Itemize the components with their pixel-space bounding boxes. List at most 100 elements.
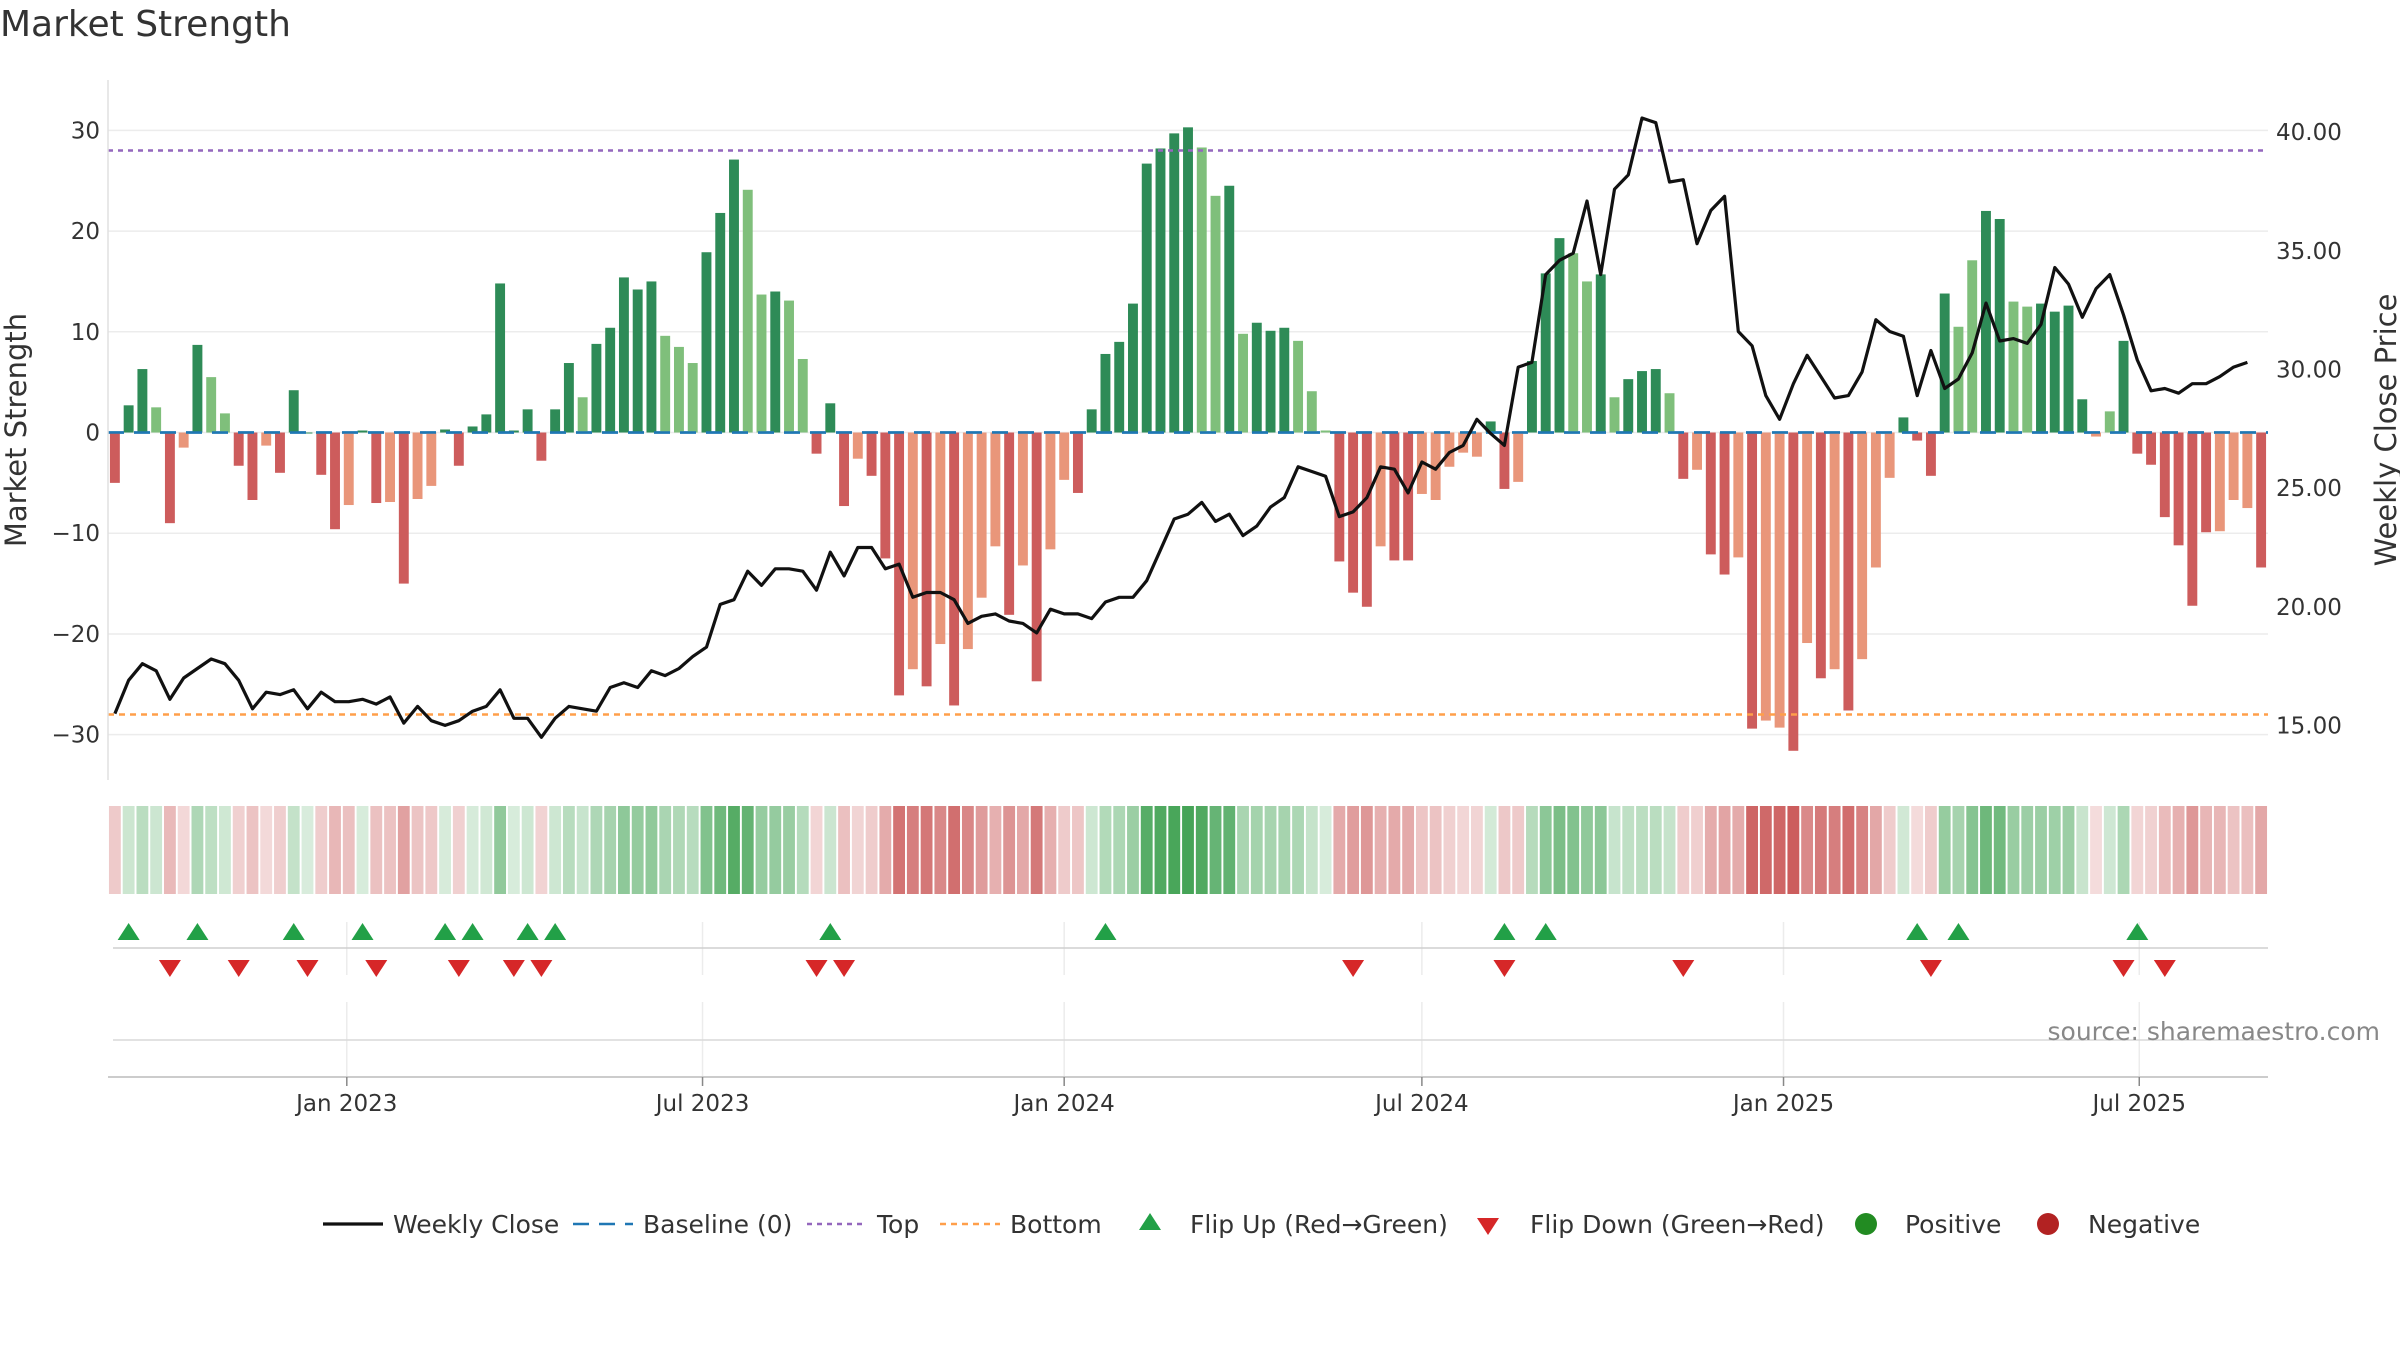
strength-heat-strip xyxy=(108,806,2268,894)
heat-cell xyxy=(1140,806,1153,894)
strength-bar xyxy=(453,432,464,466)
heat-cell xyxy=(108,806,121,894)
strength-bar xyxy=(1650,369,1661,433)
flip-down-marker xyxy=(365,960,388,977)
strength-bar xyxy=(1526,361,1537,433)
flip-down-marker xyxy=(2112,960,2135,977)
strength-bar xyxy=(1912,432,1923,441)
heat-cell xyxy=(1471,806,1483,894)
legend-item: Flip Up (Red→Green) xyxy=(1139,1210,1448,1239)
strength-bar xyxy=(1760,432,1771,721)
strength-bar xyxy=(2214,432,2225,532)
heat-cell xyxy=(494,806,507,894)
strength-bar xyxy=(1994,218,2005,433)
strength-bar xyxy=(2104,411,2115,433)
heat-cell xyxy=(783,806,795,894)
flip-down-marker xyxy=(530,960,553,977)
heat-cell xyxy=(1980,806,1992,894)
heat-cell xyxy=(1044,806,1057,894)
heat-cell xyxy=(1223,806,1236,894)
heat-cell xyxy=(163,806,176,894)
strength-bar xyxy=(1430,432,1441,500)
strength-bar xyxy=(949,432,960,706)
legend-label: Bottom xyxy=(1010,1210,1102,1239)
heat-cell xyxy=(1415,806,1428,894)
strength-bar xyxy=(687,363,698,433)
heat-cell xyxy=(356,806,369,894)
heat-cell xyxy=(287,806,300,894)
heat-cell xyxy=(384,806,396,894)
left-tick-label: −20 xyxy=(51,622,100,648)
strength-bar xyxy=(1293,340,1304,433)
flip-down-marker xyxy=(1919,960,1942,977)
strength-bar xyxy=(1678,432,1689,479)
strength-bar xyxy=(1471,432,1482,457)
chart-title: Market Strength xyxy=(0,4,291,45)
right-tick-label: 20.00 xyxy=(2276,595,2342,621)
heat-cell xyxy=(1746,806,1758,894)
heat-cell xyxy=(1952,806,1965,894)
heat-cell xyxy=(2007,806,2020,894)
strength-bar xyxy=(261,432,272,446)
strength-bar xyxy=(1843,432,1854,711)
heat-cell xyxy=(205,806,218,894)
strength-bar xyxy=(1403,432,1414,561)
legend-label: Negative xyxy=(2088,1210,2200,1239)
strength-bar xyxy=(1086,409,1097,433)
heat-cell xyxy=(1099,806,1112,894)
strength-bar xyxy=(742,189,753,433)
heat-cell xyxy=(700,806,713,894)
strength-bar xyxy=(770,291,781,433)
heat-cell xyxy=(1553,806,1566,894)
strength-bar xyxy=(288,390,299,433)
heat-cell xyxy=(521,806,534,894)
strength-bar xyxy=(192,344,203,433)
strength-bar xyxy=(2132,432,2143,454)
heat-cell xyxy=(1072,806,1084,894)
strength-bar xyxy=(1196,147,1207,433)
heat-cell xyxy=(1209,806,1222,894)
heat-cell xyxy=(1388,806,1401,894)
strength-bar xyxy=(1829,432,1840,670)
heat-cell xyxy=(686,806,699,894)
heat-cell xyxy=(824,806,837,894)
flip-up-marker xyxy=(461,923,484,940)
flip-down-marker xyxy=(227,960,250,977)
heat-cell xyxy=(1718,806,1731,894)
heat-cell xyxy=(1594,806,1607,894)
strength-bar xyxy=(1100,353,1111,433)
strength-bar xyxy=(1279,327,1290,433)
strength-bar xyxy=(1183,127,1193,433)
strength-bar xyxy=(2228,432,2239,500)
strength-bar xyxy=(1637,371,1647,433)
strength-bar xyxy=(123,405,134,433)
heat-cell xyxy=(1250,806,1263,894)
heat-cell xyxy=(645,806,658,894)
strength-bar xyxy=(2022,306,2033,433)
heat-cell xyxy=(136,806,149,894)
left-tick-label: 0 xyxy=(85,421,100,447)
heat-cell xyxy=(810,806,823,894)
legend-item: Baseline (0) xyxy=(573,1210,792,1239)
flip-down-marker xyxy=(805,960,828,977)
heat-cell xyxy=(1787,806,1800,894)
heat-cell xyxy=(1869,806,1882,894)
strength-bar xyxy=(605,327,616,433)
strength-bar xyxy=(618,277,629,433)
flip-markers xyxy=(113,922,2268,977)
strength-bar xyxy=(371,432,382,504)
strength-bar xyxy=(247,432,258,500)
right-tick-label: 35.00 xyxy=(2276,239,2342,265)
strength-bar xyxy=(1031,432,1042,682)
heat-cell xyxy=(397,806,410,894)
heat-cell xyxy=(2062,806,2075,894)
strength-bar xyxy=(1664,393,1675,433)
heat-cell xyxy=(934,806,947,894)
strength-bar xyxy=(976,432,987,598)
strength-bar xyxy=(522,409,533,433)
strength-bar xyxy=(1141,163,1152,433)
strength-bar xyxy=(2008,301,2019,433)
heat-cell xyxy=(1154,806,1167,894)
strength-bar xyxy=(1788,432,1799,751)
strength-bar xyxy=(839,432,850,507)
